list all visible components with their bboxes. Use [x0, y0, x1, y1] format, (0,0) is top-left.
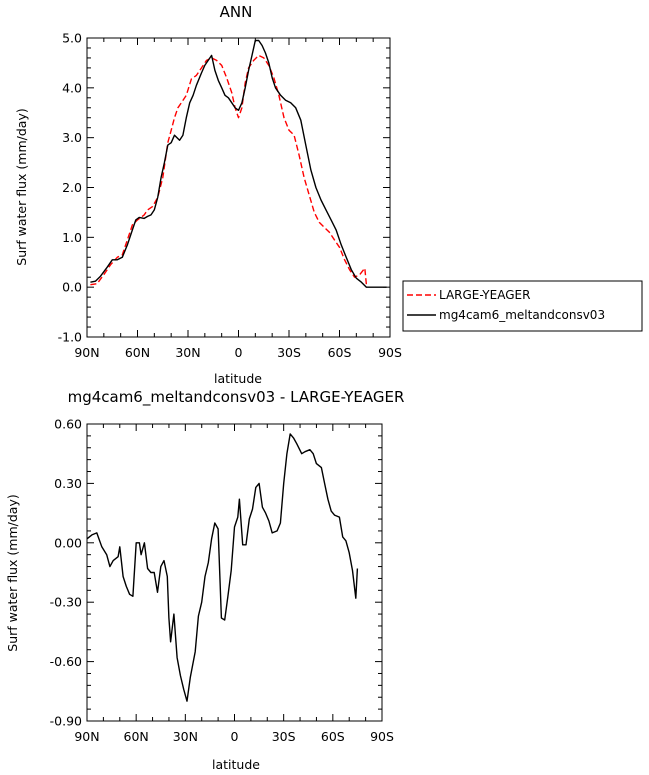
top-y-tick-label: 1.0	[62, 230, 82, 245]
bottom-series-line-1	[86, 433, 359, 702]
top-chart-axes: 90N 60N 30N 0 30S 60S 90S 5.0 4.0 3.0 2.0 1.0 0.0 -1.…	[58, 31, 402, 361]
legend-label-mg4cam6: mg4cam6_meltandconsv03	[439, 308, 605, 322]
top-y-axis-label: Surf water flux (mm/day)	[14, 108, 29, 265]
top-y-tick-label: 2.0	[62, 180, 82, 195]
top-chart-panel: ANN 90N 60N 30N 0 30S 60S 90S 5.0 4.0 3.0 2.0 1.0 0.…	[14, 3, 402, 386]
top-y-tick-label: 4.0	[62, 80, 82, 95]
top-chart-series	[90, 39, 387, 288]
bottom-y-tick-label: 0.00	[54, 535, 82, 550]
top-y-tick-label: 3.0	[62, 130, 82, 145]
top-series-line-1	[90, 54, 368, 286]
legend: LARGE-YEAGER mg4cam6_meltandconsv03	[402, 280, 643, 332]
bottom-x-axis-label: latitude	[212, 757, 260, 772]
bottom-y-tick-label: -0.60	[50, 654, 82, 669]
top-x-tick-label: 90S	[378, 345, 402, 360]
bottom-x-tick-label: 60N	[124, 729, 149, 744]
top-series-line-2	[90, 39, 387, 288]
bottom-x-tick-label: 90S	[370, 729, 394, 744]
top-chart-title: ANN	[220, 3, 253, 21]
bottom-y-tick-label: 0.30	[54, 476, 82, 491]
bottom-y-tick-label: -0.90	[50, 714, 82, 729]
top-x-tick-label: 60S	[328, 345, 352, 360]
bottom-chart-series	[86, 433, 359, 702]
legend-label-large-yeager: LARGE-YEAGER	[439, 288, 530, 302]
top-x-tick-label: 30S	[277, 345, 301, 360]
bottom-y-axis-label: Surf water flux (mm/day)	[5, 494, 20, 651]
bottom-x-tick-label: 90N	[74, 729, 99, 744]
top-x-axis-label: latitude	[214, 371, 262, 386]
top-y-tick-label: 0.0	[62, 280, 82, 295]
top-x-tick-label: 30N	[175, 345, 200, 360]
bottom-chart-title: mg4cam6_meltandconsv03 - LARGE-YEAGER	[68, 388, 405, 407]
bottom-x-tick-label: 60S	[321, 729, 345, 744]
bottom-x-tick-label: 30N	[173, 729, 198, 744]
bottom-plot-frame	[86, 423, 383, 722]
top-x-tick-label: 0	[235, 345, 243, 360]
bottom-y-tick-label: 0.60	[54, 417, 82, 432]
bottom-y-tick-label: -0.30	[50, 595, 82, 610]
top-y-tick-label: 5.0	[62, 31, 82, 46]
top-x-tick-label: 60N	[125, 345, 150, 360]
bottom-chart-panel: mg4cam6_meltandconsv03 - LARGE-YEAGER 90…	[5, 388, 404, 772]
bottom-x-tick-label: 0	[231, 729, 239, 744]
top-x-tick-label: 90N	[74, 345, 99, 360]
bottom-chart-axes: 90N 60N 30N 0 30S 60S 90S 0.60 0.30 0.00 -0.30 -0.6…	[50, 417, 394, 745]
top-plot-frame	[86, 37, 391, 338]
bottom-x-tick-label: 30S	[272, 729, 296, 744]
legend-box	[402, 280, 643, 332]
top-y-tick-label: -1.0	[58, 330, 82, 345]
